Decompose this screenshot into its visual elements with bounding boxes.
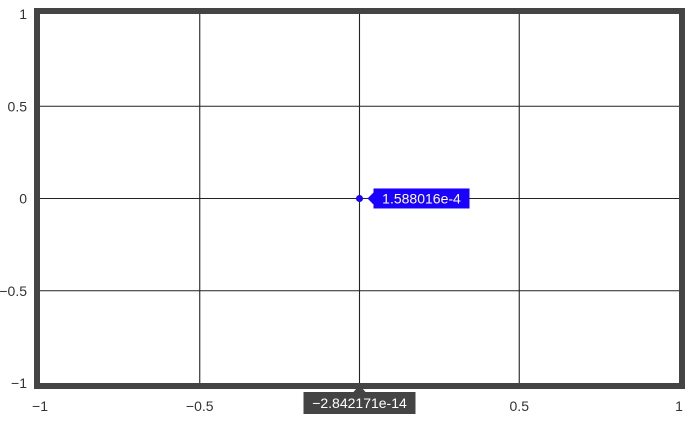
y-tick-label: 0 xyxy=(19,191,27,207)
x-tick-label: −0.5 xyxy=(186,398,214,414)
y-tick-label: 0.5 xyxy=(8,98,28,114)
data-point[interactable] xyxy=(356,194,363,202)
x-hover-box xyxy=(303,392,416,414)
x-tick-label: 0.5 xyxy=(510,398,530,414)
y-tick-label: −1 xyxy=(11,375,27,391)
x-tick-label: −1 xyxy=(32,398,48,414)
hover-labels: 1.588016e-4 −2.842171e-14 xyxy=(303,188,470,414)
x-hover-pointer xyxy=(353,385,366,392)
y-hover-label: 1.588016e-4 xyxy=(382,190,461,206)
x-tick-label: 1 xyxy=(675,398,683,414)
y-tick-label: −0.5 xyxy=(0,283,27,299)
y-hover-box xyxy=(373,188,470,209)
y-tick-label: 1 xyxy=(19,6,27,22)
x-hover-label: −2.842171e-14 xyxy=(312,395,407,411)
data-points[interactable] xyxy=(356,194,363,202)
y-hover-pointer xyxy=(367,192,374,205)
tick-labels: −1 −0.5 0.5 1 −1 −0.5 0 0.5 1 xyxy=(0,6,683,414)
